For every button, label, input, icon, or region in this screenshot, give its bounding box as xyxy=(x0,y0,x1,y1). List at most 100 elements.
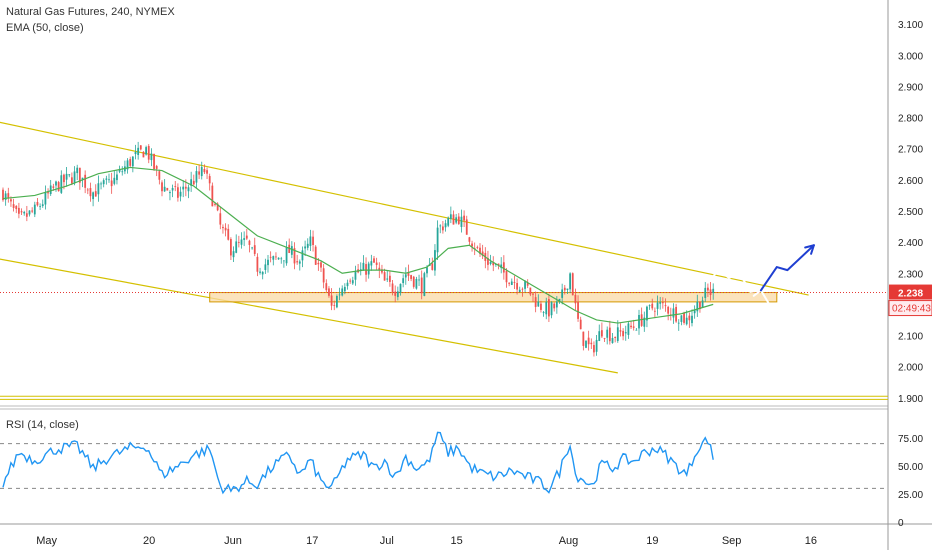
candle-body xyxy=(563,287,566,291)
candle-body xyxy=(60,175,63,193)
candle-body xyxy=(169,192,171,194)
candle-body xyxy=(412,276,415,287)
candle-body xyxy=(383,272,386,281)
time-tick-label: May xyxy=(36,535,57,547)
candle-body xyxy=(166,187,169,191)
rsi-tick-label: 0 xyxy=(898,518,904,529)
candle-body xyxy=(431,263,434,270)
candle-body xyxy=(261,271,264,275)
candle-body xyxy=(36,201,39,206)
candle-body xyxy=(555,301,558,308)
candle-body xyxy=(131,156,134,167)
candle-body xyxy=(683,312,685,323)
forecast-arrows[interactable] xyxy=(685,244,815,318)
candle-body xyxy=(97,183,100,195)
candle-body xyxy=(540,303,542,310)
candle-body xyxy=(436,227,439,253)
chart-title: Natural Gas Futures, 240, NYMEX xyxy=(6,6,175,18)
candle-body xyxy=(571,273,574,296)
candle-body xyxy=(12,204,15,208)
candle-body xyxy=(420,277,423,294)
candle-body xyxy=(293,248,296,264)
candle-body xyxy=(492,262,495,266)
candle-body xyxy=(76,167,79,174)
candle-body xyxy=(410,275,412,279)
support-zone[interactable] xyxy=(0,292,888,303)
candle-body xyxy=(518,289,521,292)
time-axis: May 20 Jun 17 Jul 15 Aug 19 Sep 16 xyxy=(36,535,817,547)
candle-body xyxy=(577,301,579,319)
candle-body xyxy=(81,177,84,181)
forecast-white-down-arrow xyxy=(759,289,778,318)
price-tick-label: 3.100 xyxy=(898,20,923,31)
time-tick-label: Jun xyxy=(224,535,242,547)
candle-body xyxy=(699,301,701,310)
countdown-label: 02:49:43 xyxy=(892,304,931,315)
candle-body xyxy=(259,271,261,273)
candle-body xyxy=(147,146,150,160)
candle-body xyxy=(155,166,158,169)
candle-body xyxy=(89,188,92,197)
candle-body xyxy=(251,247,253,249)
time-tick-label: 17 xyxy=(306,535,318,547)
candle-body xyxy=(524,281,526,289)
candle-body xyxy=(534,297,537,307)
time-tick-label: 20 xyxy=(143,535,155,547)
candle-body xyxy=(426,267,428,274)
candle-body xyxy=(134,152,137,155)
candle-body xyxy=(375,262,378,265)
candle-body xyxy=(685,317,688,325)
candle-body xyxy=(481,251,484,256)
candle-body xyxy=(399,283,402,293)
candle-body xyxy=(20,211,23,213)
candle-body xyxy=(696,301,699,312)
time-tick-label: Sep xyxy=(722,535,742,547)
candle-body xyxy=(611,337,614,343)
time-tick-label: Aug xyxy=(559,535,579,547)
candle-body xyxy=(558,298,561,302)
candle-body xyxy=(267,259,269,266)
candle-body xyxy=(33,204,36,215)
candle-body xyxy=(585,340,587,348)
candle-body xyxy=(370,261,373,266)
candle-body xyxy=(622,330,624,337)
candle-body xyxy=(139,145,142,150)
candle-body xyxy=(500,264,503,269)
candle-body xyxy=(545,301,548,315)
candle-body xyxy=(208,176,211,184)
rsi-polyline xyxy=(2,431,714,495)
candle-body xyxy=(283,260,285,262)
candle-body xyxy=(553,303,556,309)
time-tick-label: 16 xyxy=(805,535,817,547)
candle-body xyxy=(179,191,182,197)
candle-body xyxy=(206,170,208,174)
candle-body xyxy=(651,303,654,309)
candle-body xyxy=(656,302,659,309)
candle-body xyxy=(510,281,513,285)
candle-body xyxy=(691,315,693,324)
candle-body xyxy=(198,171,200,175)
candle-body xyxy=(497,263,500,266)
candle-body xyxy=(129,159,132,166)
candle-body xyxy=(624,332,627,334)
candle-body xyxy=(219,213,222,225)
candle-body xyxy=(418,279,420,281)
candle-body xyxy=(646,306,648,321)
candle-body xyxy=(603,338,606,340)
forecast-blue-up-arrow xyxy=(759,244,815,292)
candle-body xyxy=(521,288,524,290)
candle-body xyxy=(688,315,691,321)
candle-body xyxy=(452,214,455,225)
candle-body xyxy=(550,302,553,316)
candle-body xyxy=(391,283,394,292)
candle-body xyxy=(598,331,601,341)
candle-body xyxy=(394,291,397,296)
candle-body xyxy=(595,339,598,352)
candle-body xyxy=(298,261,301,264)
forecast-white-path xyxy=(685,269,762,293)
candle-body xyxy=(396,291,399,298)
forecast-white-down-arrow-head xyxy=(768,306,778,318)
candle-body xyxy=(582,331,585,346)
